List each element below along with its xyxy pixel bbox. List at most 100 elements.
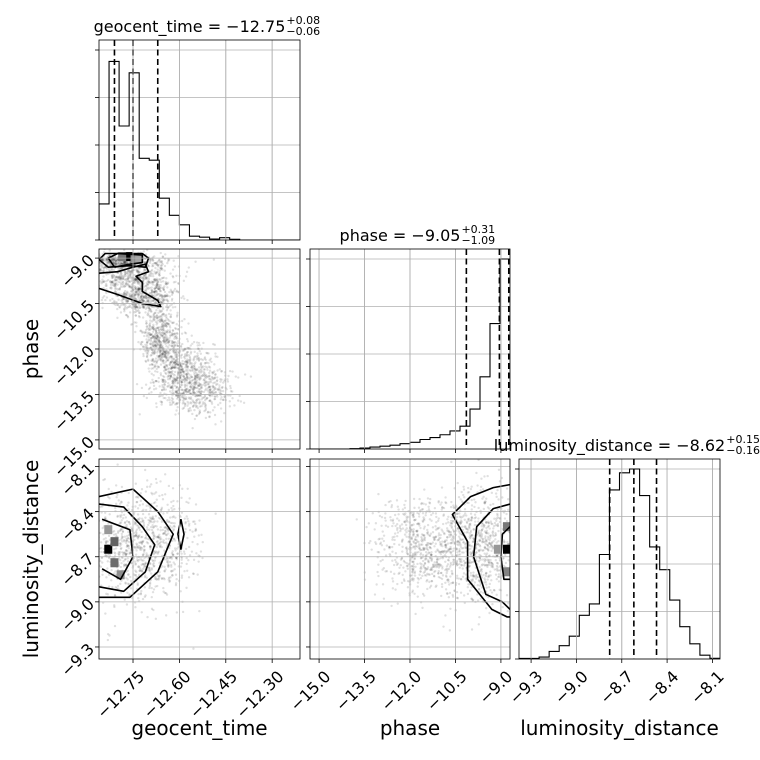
sample-point: [133, 520, 137, 524]
sample-point: [195, 399, 198, 402]
sample-point: [154, 320, 158, 324]
sample-point: [105, 291, 108, 295]
sample-point: [155, 525, 158, 528]
sample-point: [185, 556, 188, 560]
sample-point: [162, 586, 165, 590]
hist-luminosity_distance-frame: [518, 458, 721, 660]
sample-point: [170, 355, 174, 358]
sample-point: [123, 261, 126, 264]
sample-point: [171, 376, 175, 379]
sample-point: [122, 260, 126, 264]
sample-point: [165, 325, 168, 328]
sample-point: [159, 372, 162, 375]
sample-point: [488, 538, 491, 542]
sample-point: [148, 273, 151, 277]
sample-point: [148, 370, 151, 373]
sample-point: [208, 374, 211, 377]
sample-point: [478, 565, 481, 569]
sample-point: [148, 581, 152, 584]
sample-point: [496, 569, 499, 572]
sample-point: [168, 339, 171, 343]
sample-point: [146, 351, 150, 354]
sample-point: [163, 493, 167, 496]
sample-point: [142, 394, 146, 398]
sample-point: [159, 333, 162, 336]
sample-point: [182, 355, 186, 359]
scatter-panel-geocent_time-phase: [95, 249, 253, 430]
sample-point: [163, 351, 166, 355]
sample-point: [195, 371, 198, 374]
sample-point: [170, 299, 174, 302]
sample-point: [455, 590, 459, 594]
sample-point: [162, 312, 166, 316]
sample-point: [134, 314, 137, 317]
sample-point: [475, 575, 479, 579]
sample-point: [163, 355, 166, 358]
sample-point: [159, 355, 163, 359]
sample-point: [95, 268, 97, 270]
sample-point: [396, 602, 399, 605]
sample-point: [195, 414, 198, 418]
sample-point: [155, 279, 158, 282]
sample-point: [133, 278, 136, 282]
sample-point: [152, 278, 156, 282]
sample-point: [140, 341, 143, 344]
sample-point: [182, 375, 185, 378]
sample-point: [140, 541, 143, 545]
sample-point: [133, 296, 136, 300]
sample-point: [155, 286, 159, 289]
sample-point: [447, 521, 450, 524]
sample-point: [130, 293, 134, 297]
sample-point: [119, 304, 123, 307]
sample-point: [172, 351, 176, 354]
sample-point: [101, 280, 105, 283]
sample-point: [172, 382, 175, 385]
sample-point: [130, 279, 134, 282]
sample-point: [152, 327, 155, 330]
sample-point: [153, 339, 157, 343]
sample-point: [128, 274, 131, 277]
sample-point: [196, 394, 199, 397]
sample-point: [159, 391, 162, 395]
sample-point: [127, 276, 130, 279]
sample-point: [214, 512, 217, 515]
sample-point: [158, 331, 162, 334]
sample-point: [208, 377, 211, 381]
sample-point: [137, 294, 140, 297]
sample-point: [169, 304, 172, 307]
sample-point: [119, 262, 123, 265]
sample-point: [150, 343, 153, 346]
sample-point: [164, 342, 167, 346]
sample-point: [184, 547, 188, 551]
sample-point: [519, 575, 521, 577]
sample-point: [213, 406, 216, 409]
sample-point: [173, 522, 176, 525]
sample-point: [146, 327, 149, 330]
sample-point: [480, 535, 484, 538]
sample-point: [143, 268, 146, 272]
sample-point: [149, 338, 153, 341]
sample-point: [196, 344, 199, 347]
sample-point: [130, 290, 133, 293]
sample-point: [155, 360, 159, 364]
sample-point: [462, 541, 465, 544]
sample-point: [137, 596, 140, 600]
sample-point: [480, 477, 483, 480]
sample-point: [506, 508, 510, 512]
sample-point: [520, 556, 522, 558]
sample-point: [150, 491, 153, 495]
sample-point: [111, 283, 115, 287]
sample-point: [156, 336, 160, 339]
sample-point: [175, 409, 178, 412]
sample-point: [161, 374, 165, 378]
error-minus-phase: −1.09: [461, 234, 495, 247]
sample-point: [146, 349, 150, 353]
sample-point: [125, 307, 128, 310]
sample-point: [196, 573, 199, 576]
sample-point: [152, 384, 156, 388]
sample-point: [188, 528, 192, 532]
sample-point: [163, 549, 166, 552]
sample-point: [127, 285, 131, 288]
sample-point: [158, 494, 161, 498]
sample-point: [146, 299, 149, 303]
